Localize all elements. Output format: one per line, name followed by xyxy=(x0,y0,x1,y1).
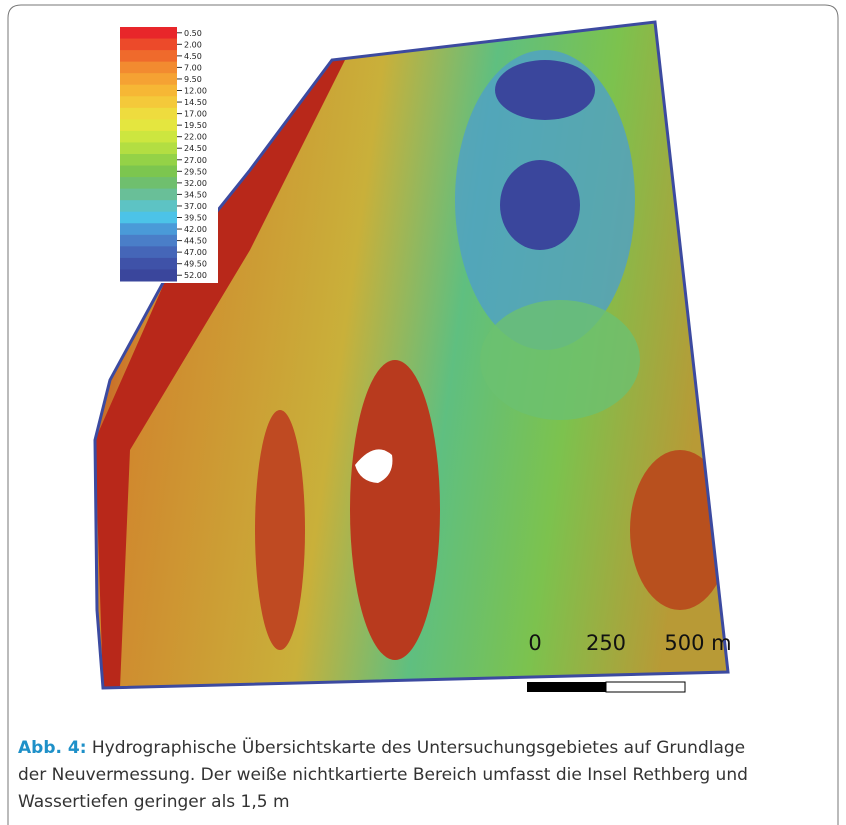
legend-label: 2.00 xyxy=(184,40,202,49)
legend-label: 42.00 xyxy=(184,225,207,234)
legend-swatch xyxy=(120,73,177,85)
legend-label: 9.50 xyxy=(184,75,202,84)
caption-label: Abb. 4: xyxy=(18,738,87,758)
legend-swatch xyxy=(120,269,177,281)
legend-label: 29.50 xyxy=(184,167,207,176)
legend-swatch xyxy=(120,119,177,131)
legend-swatch xyxy=(120,62,177,74)
caption-line: der Neuvermessung. Der weiße nichtkartie… xyxy=(18,762,748,788)
legend-swatch xyxy=(120,142,177,154)
scale-label: 0 xyxy=(528,631,541,655)
legend-label: 22.00 xyxy=(184,133,207,142)
legend-label: 24.50 xyxy=(184,144,207,153)
legend-swatch xyxy=(120,235,177,247)
legend-label: 17.00 xyxy=(184,110,207,119)
legend-swatch xyxy=(120,39,177,51)
legend-label: 12.00 xyxy=(184,87,207,96)
legend-swatch xyxy=(120,131,177,143)
legend-label: 39.50 xyxy=(184,214,207,223)
legend-swatch xyxy=(120,27,177,39)
legend-swatch xyxy=(120,154,177,166)
legend-swatch xyxy=(120,166,177,178)
scale-label: 500 m xyxy=(664,631,731,655)
legend-swatch xyxy=(120,246,177,258)
legend-label: 7.00 xyxy=(184,63,202,72)
legend-label: 19.50 xyxy=(184,121,207,130)
legend-label: 52.00 xyxy=(184,271,207,280)
page: 0.50 2.00 4.50 7.00 9.50 12.00 14.50 17.00 19.50… xyxy=(0,0,846,825)
legend-swatch xyxy=(120,223,177,235)
legend-label: 14.50 xyxy=(184,98,207,107)
legend-swatch xyxy=(120,258,177,270)
legend-label: 49.50 xyxy=(184,260,207,269)
legend-label: 32.00 xyxy=(184,179,207,188)
legend-swatch xyxy=(120,200,177,212)
scale-label: 250 xyxy=(586,631,626,655)
legend-swatch xyxy=(120,96,177,108)
legend-swatch xyxy=(120,177,177,189)
legend-label: 37.00 xyxy=(184,202,207,211)
legend-label: 27.00 xyxy=(184,156,207,165)
figure: 0.50 2.00 4.50 7.00 9.50 12.00 14.50 17.00 19.50… xyxy=(0,0,846,825)
legend-label: 44.50 xyxy=(184,237,207,246)
scale-bar xyxy=(606,682,685,692)
legend: 0.50 2.00 4.50 7.00 9.50 12.00 14.50 17.00 19.50… xyxy=(118,25,218,283)
legend-swatch xyxy=(120,108,177,120)
legend-swatch xyxy=(120,85,177,97)
legend-label: 34.50 xyxy=(184,190,207,199)
caption-line: Wassertiefen geringer als 1,5 m xyxy=(18,789,290,815)
caption-line: Abb. 4: Hydrographische Übersichtskarte … xyxy=(18,735,745,761)
legend-swatch xyxy=(120,212,177,224)
caption-text: Hydrographische Übersichtskarte des Unte… xyxy=(87,738,746,758)
legend-swatch xyxy=(120,189,177,201)
scale-bar xyxy=(527,682,606,692)
legend-label: 0.50 xyxy=(184,29,202,38)
legend-label: 4.50 xyxy=(184,52,202,61)
legend-swatch xyxy=(120,50,177,62)
legend-label: 47.00 xyxy=(184,248,207,257)
